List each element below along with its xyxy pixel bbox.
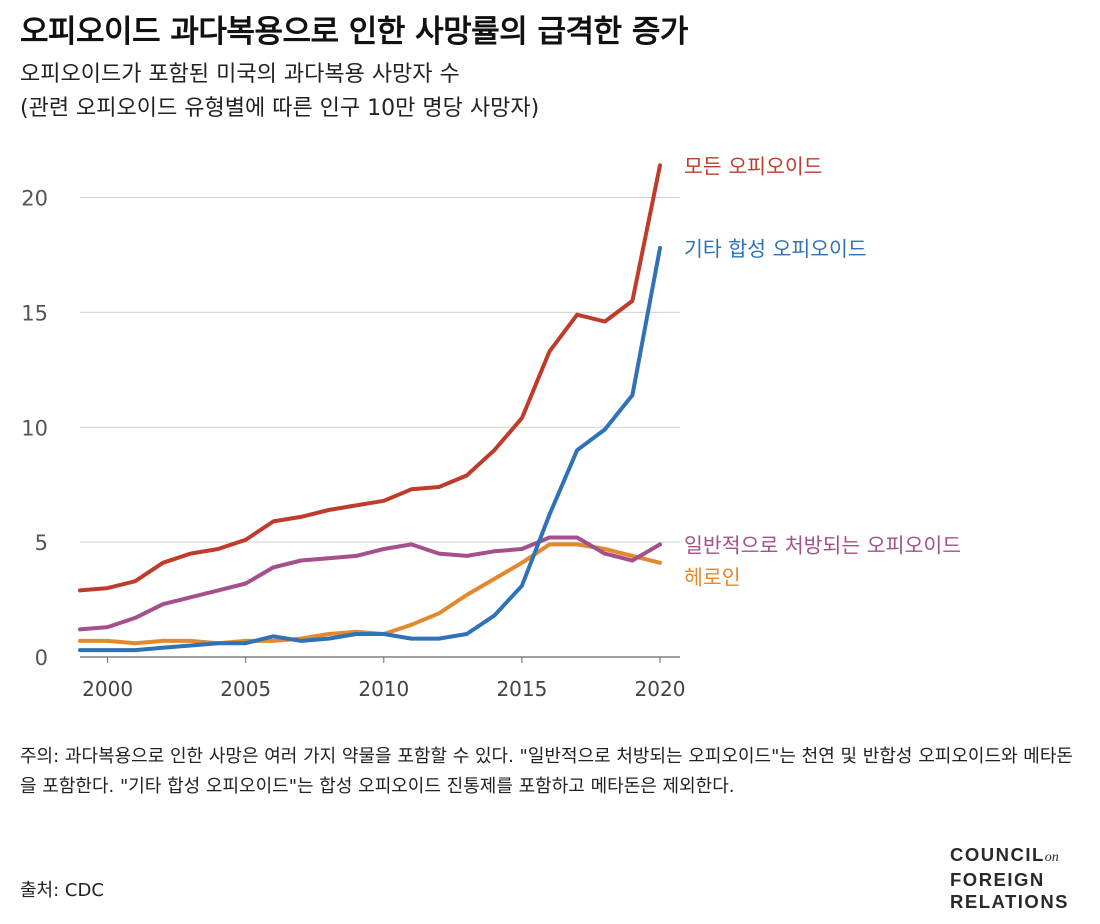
logo-line-council: COUNCIL <box>950 844 1045 865</box>
y-tick-label: 20 <box>21 187 48 211</box>
series-label: 헤로인 <box>684 566 741 590</box>
series-line <box>78 535 662 632</box>
series-label: 기타 합성 오피오이드 <box>684 237 867 261</box>
series-label: 일반적으로 처방되는 오피오이드 <box>684 533 961 557</box>
series-line <box>78 246 662 653</box>
x-tick-label: 2020 <box>635 677 686 701</box>
series-line <box>78 163 662 593</box>
logo-on: on <box>1044 850 1059 865</box>
series-line <box>78 542 662 646</box>
y-tick-label: 0 <box>35 646 48 670</box>
y-tick-label: 10 <box>21 416 48 440</box>
footnote: 주의: 과다복용으로 인한 사망은 여러 가지 약물을 포함할 수 있다. "일… <box>20 746 1073 797</box>
source-credit: 출처: CDC <box>20 880 104 901</box>
y-tick-label: 5 <box>35 531 48 555</box>
page-title: 오피오이드 과다복용으로 인한 사망률의 급격한 증가 <box>20 14 688 50</box>
x-tick-label: 2015 <box>496 677 547 701</box>
x-tick-label: 2000 <box>82 677 133 701</box>
x-tick-label: 2010 <box>358 677 409 701</box>
cfr-logo: COUNCILon FOREIGN RELATIONS <box>950 844 1069 913</box>
x-tick-label: 2005 <box>220 677 271 701</box>
chart-subtitle-line1: 오피오이드가 포함된 미국의 과다복용 사망자 수 <box>20 62 460 87</box>
series-label: 모든 오피오이드 <box>684 154 823 178</box>
y-tick-label: 15 <box>21 301 48 325</box>
logo-line-relations: RELATIONS <box>950 891 1070 912</box>
logo-line-foreign: FOREIGN <box>950 869 1045 890</box>
chart-subtitle-line2: (관련 오피오이드 유형별에 따른 인구 10만 명당 사망자) <box>20 96 540 121</box>
